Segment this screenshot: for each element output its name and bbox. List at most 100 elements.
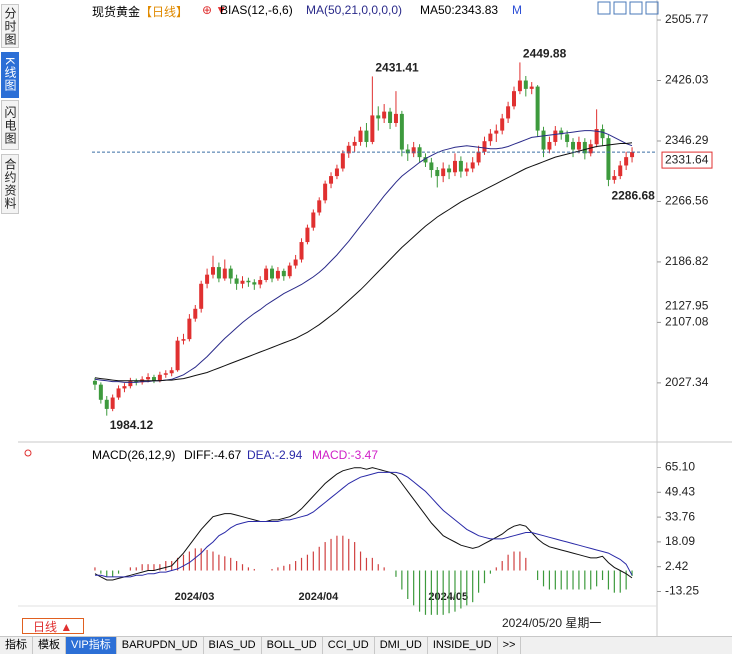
y-tick-label: 2186.82 (665, 254, 709, 268)
indicator-menu[interactable]: M (512, 3, 522, 17)
candle-body (612, 176, 617, 180)
bottom-tabs: 指标 模板 VIP指标 BARUPDN_UD BIAS_UD BOLL_UD CCI_UD D… (0, 636, 732, 654)
sidebar-tab[interactable]: K线图 (1, 52, 19, 98)
bottom-tab[interactable]: INSIDE_UD (428, 637, 498, 654)
y-tick-label: 33.76 (665, 509, 695, 523)
toolbar-icons[interactable] (597, 1, 659, 15)
candle-body (588, 144, 593, 154)
bottom-tab[interactable]: BIAS_UD (204, 637, 262, 654)
candle-body (329, 176, 334, 184)
x-tick-label: 2024/04 (299, 591, 340, 603)
candle-body (181, 339, 186, 341)
candle-body (370, 115, 375, 142)
candle-body (163, 373, 168, 375)
candle-body (134, 380, 139, 383)
candle-body (281, 270, 286, 277)
candle-body (104, 399, 109, 409)
candle-body (275, 270, 280, 279)
y-tick-label: 65.10 (665, 460, 695, 474)
y-tick-label: 2107.08 (665, 315, 709, 329)
candle-body (547, 141, 552, 150)
candle-body (594, 129, 599, 145)
candle-body (500, 118, 505, 131)
candle-body (334, 168, 339, 177)
candle-body (624, 157, 629, 166)
y-tick-label: 2346.29 (665, 133, 709, 147)
candle-body (411, 147, 416, 154)
candle-body (517, 80, 522, 92)
x-tick-label: 2024/03 (175, 591, 215, 603)
candle-body (376, 115, 381, 119)
extreme-label: 2449.88 (523, 47, 567, 61)
candle-body (506, 106, 511, 119)
candle-body (340, 153, 345, 169)
candle-body (458, 160, 463, 172)
candle-body (523, 80, 528, 89)
candle-body (482, 141, 487, 152)
candle-body (393, 113, 398, 123)
candle-body (364, 130, 369, 142)
candle-body (234, 278, 239, 284)
candle-body (210, 267, 215, 275)
candle-body (488, 133, 493, 142)
candle-body (287, 265, 292, 277)
legend-entry: DEA:-2.94 (247, 448, 303, 462)
bottom-tab[interactable]: CCI_UD (323, 637, 375, 654)
extreme-label: 2431.41 (375, 61, 419, 75)
indicator-label: MA50:2343.83 (420, 3, 499, 17)
y-tick-label: 49.43 (665, 484, 695, 498)
sidebar-tab[interactable]: 闪电图 (1, 100, 19, 150)
candle-body (600, 129, 605, 139)
candle-body (535, 86, 540, 131)
candle-body (606, 138, 611, 180)
y-tick-label: 2505.77 (665, 12, 709, 26)
crosshair-date: 2024/05/20 星期一 (502, 616, 601, 630)
candle-body (352, 141, 357, 146)
indicator-line (94, 467, 633, 581)
candle-body (311, 212, 316, 228)
candle-body (553, 130, 558, 142)
crosshair-value: 2127.95 (665, 299, 709, 313)
candle-body (175, 340, 180, 371)
candle-body (317, 200, 322, 213)
last-price-box (661, 151, 713, 169)
bottom-tab[interactable]: VIP指标 (66, 637, 117, 654)
candle-body (146, 377, 151, 380)
instrument-title: 现货黄金 (92, 5, 141, 19)
candle-body (323, 183, 328, 201)
sidebar-tab[interactable]: 合约资料 (1, 154, 19, 214)
indicator-line (94, 130, 633, 383)
candle-body (441, 168, 446, 177)
indicator-flag: ⊕ ▼ (202, 3, 228, 17)
period-button[interactable]: 日线 ▲ (22, 618, 84, 634)
bottom-tab[interactable]: >> (498, 637, 522, 654)
candle-body (399, 113, 404, 150)
period-label[interactable]: 【日线】 (140, 5, 189, 19)
candle-body (429, 162, 434, 171)
sidebar-tab[interactable]: 分时图 (1, 4, 19, 48)
legend-entry: DIFF:-4.67 (184, 448, 242, 462)
bottom-tab[interactable]: BOLL_UD (262, 637, 323, 654)
candle-body (157, 374, 162, 381)
candle-body (216, 267, 221, 279)
candle-body (205, 274, 210, 284)
candle-body (494, 130, 499, 134)
candle-body (116, 388, 121, 398)
candle-body (452, 160, 457, 173)
bottom-tab[interactable]: 模板 (33, 637, 66, 654)
bottom-tab[interactable]: BARUPDN_UD (117, 637, 204, 654)
candle-body (435, 170, 440, 177)
candle-body (346, 145, 351, 154)
bottom-tab[interactable]: DMI_UD (375, 637, 428, 654)
y-tick-label: 2027.34 (665, 375, 709, 389)
indicator-label: BIAS(12,-6,6) (220, 3, 293, 17)
y-tick-label: 18.09 (665, 534, 695, 548)
candle-body (252, 282, 257, 285)
indicator-icon[interactable] (24, 449, 32, 457)
candle-body (258, 279, 263, 285)
candle-body (110, 397, 115, 409)
legend-entry: MACD:-3.47 (312, 448, 379, 462)
bottom-tab[interactable]: 指标 (0, 637, 33, 654)
candle-body (559, 130, 564, 135)
candle-body (618, 165, 623, 177)
